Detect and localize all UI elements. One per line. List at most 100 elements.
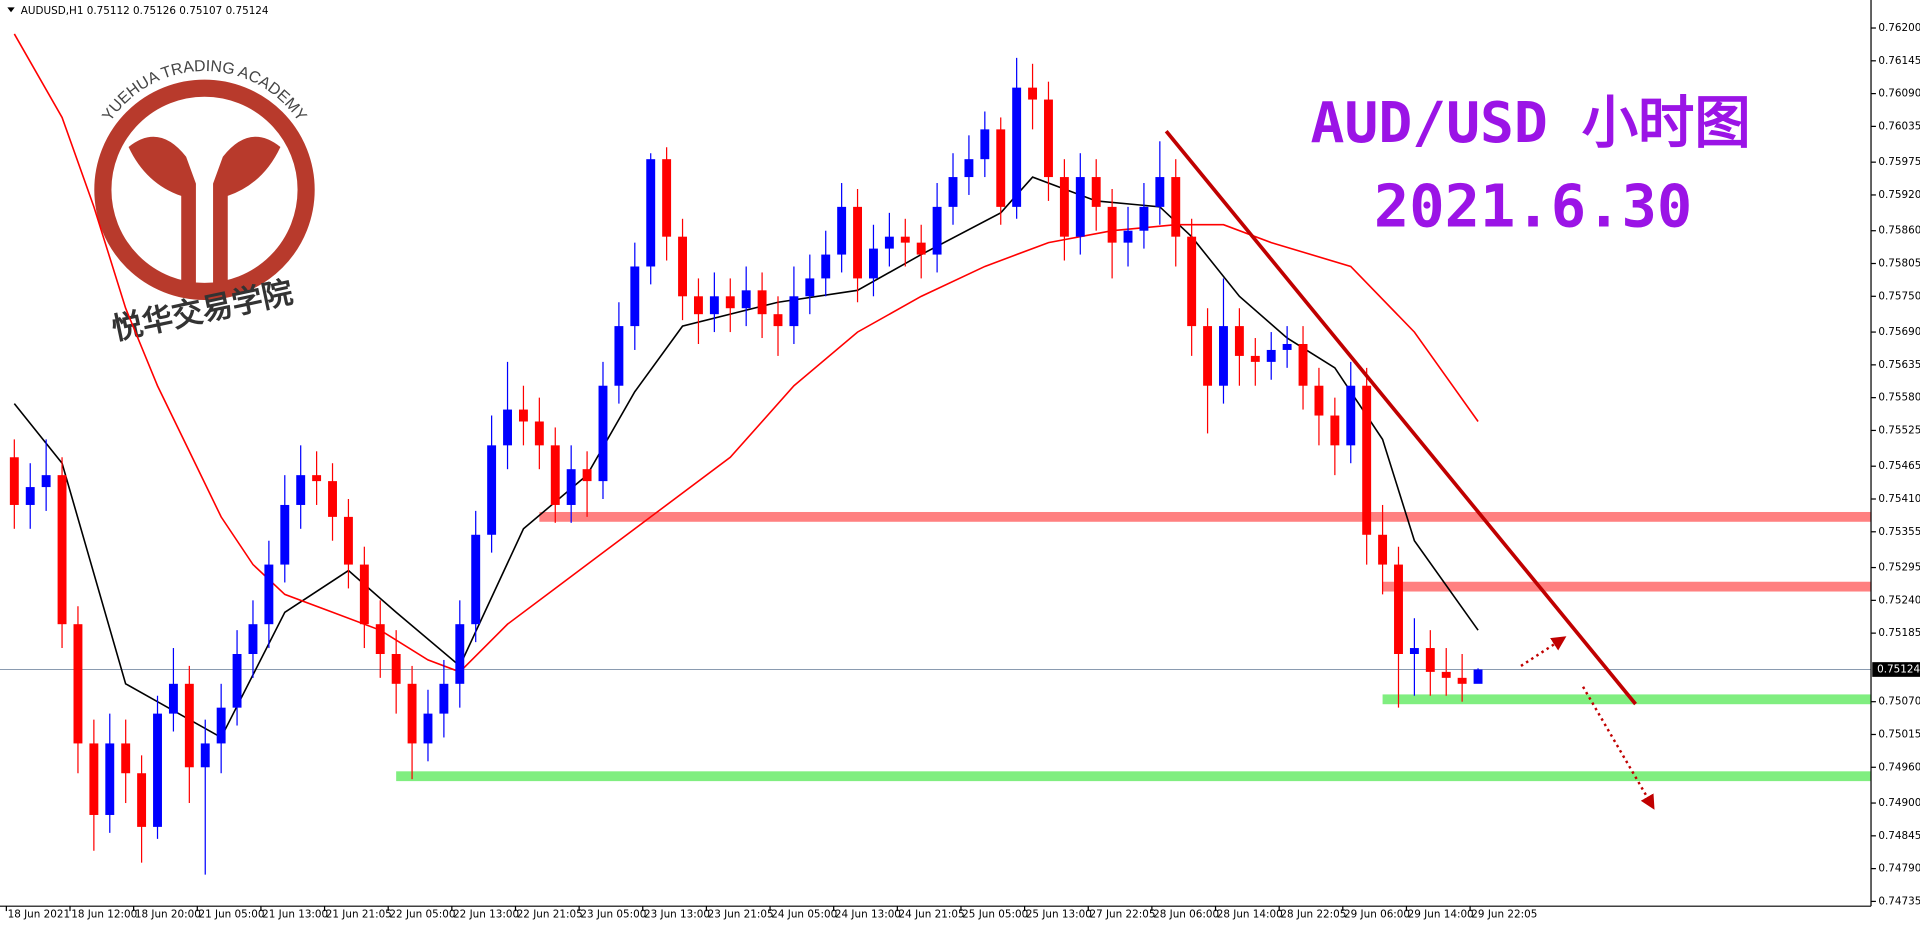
- y-tick-label: 0.75295: [1878, 562, 1920, 574]
- candle-body: [359, 564, 369, 625]
- y-tick-label: 0.74960: [1878, 761, 1920, 773]
- candle-body: [343, 516, 353, 565]
- candle-body: [1441, 671, 1451, 678]
- candle-body: [1203, 326, 1213, 386]
- y-tick-label: 0.75580: [1878, 392, 1920, 404]
- candle-body: [518, 409, 528, 422]
- y-tick-label: 0.75975: [1878, 156, 1920, 168]
- chart-subtitle: 2021.6.30: [1374, 172, 1692, 241]
- y-tick-label: 0.74735: [1878, 895, 1920, 907]
- candle-body: [916, 242, 926, 255]
- candle-body: [487, 445, 497, 535]
- candle-body: [1012, 87, 1022, 207]
- candle-body: [550, 445, 560, 505]
- candle-body: [1044, 99, 1053, 178]
- x-tick-label: 18 Jun 12:00: [71, 909, 137, 921]
- candle-body: [869, 248, 878, 279]
- candle-body: [614, 326, 624, 386]
- y-tick-label: 0.75410: [1878, 493, 1920, 505]
- candle-body: [105, 743, 115, 815]
- menu-triangle[interactable]: [7, 7, 15, 13]
- y-tick-label: 0.75015: [1878, 728, 1920, 740]
- x-tick-label: 28 Jun 14:00: [1217, 909, 1283, 921]
- y-tick-label: 0.75690: [1878, 326, 1920, 338]
- candle-body: [805, 278, 815, 297]
- candle-body: [757, 290, 767, 315]
- x-tick-label: 22 Jun 21:05: [517, 909, 583, 921]
- candle-body: [662, 159, 672, 237]
- candle-body: [1425, 648, 1435, 672]
- y-tick-label: 0.75525: [1878, 424, 1920, 436]
- y-tick-label: 0.76200: [1878, 22, 1920, 34]
- y-tick-label: 0.75465: [1878, 460, 1920, 472]
- candle-body: [598, 385, 608, 482]
- candle-body: [646, 159, 656, 267]
- candle-body: [375, 624, 385, 655]
- y-tick-label: 0.75070: [1878, 696, 1920, 708]
- x-tick-label: 28 Jun 06:00: [1153, 909, 1219, 921]
- price-zone: [396, 771, 1872, 782]
- chart-title: AUD/USD 小时图: [1311, 91, 1751, 156]
- candle-body: [168, 683, 178, 714]
- candle-body: [1059, 177, 1069, 237]
- x-tick-label: 24 Jun 05:00: [771, 909, 837, 921]
- x-tick-label: 24 Jun 13:00: [835, 909, 901, 921]
- candle-body: [232, 654, 242, 708]
- moving-average: [13, 33, 1479, 673]
- candle-body: [1139, 206, 1149, 231]
- candle-body: [678, 236, 687, 297]
- candle-body: [153, 713, 162, 827]
- candle-body: [1378, 534, 1388, 565]
- candle-body: [439, 683, 449, 714]
- candle-body: [216, 707, 226, 744]
- price-zone: [539, 511, 1872, 522]
- y-tick-label: 0.75860: [1878, 225, 1920, 237]
- candle-body: [1028, 87, 1038, 100]
- x-tick-label: 22 Jun 13:00: [453, 909, 519, 921]
- y-tick-label: 0.75240: [1878, 594, 1920, 606]
- x-tick-label: 25 Jun 13:00: [1026, 909, 1092, 921]
- candle-body: [1394, 564, 1403, 655]
- candle-body: [296, 475, 306, 505]
- x-tick-label: 27 Jun 22:05: [1089, 909, 1155, 921]
- candle-body: [964, 159, 974, 178]
- symbol-header: AUDUSD,H1 0.75112 0.75126 0.75107 0.7512…: [21, 5, 269, 17]
- x-tick-label: 23 Jun 21:05: [708, 909, 774, 921]
- candle-body: [1314, 385, 1324, 416]
- candle-body: [407, 683, 417, 744]
- candle-body: [248, 624, 258, 655]
- candle-body: [312, 475, 322, 482]
- candle-body: [503, 409, 512, 446]
- candle-body: [1155, 177, 1165, 207]
- candle-body: [948, 177, 958, 207]
- candle-body: [73, 624, 83, 744]
- candle-body: [1298, 343, 1308, 386]
- candle-body: [900, 236, 910, 243]
- x-tick-label: 21 Jun 13:00: [262, 909, 328, 921]
- x-tick-label: 25 Jun 05:00: [962, 909, 1028, 921]
- x-tick-label: 29 Jun 06:00: [1344, 909, 1410, 921]
- x-tick-label: 22 Jun 05:00: [389, 909, 455, 921]
- candle-body: [280, 504, 290, 565]
- y-tick-label: 0.75355: [1878, 526, 1920, 538]
- x-tick-label: 29 Jun 22:05: [1471, 909, 1537, 921]
- candle-body: [1457, 677, 1467, 684]
- candle-body: [1282, 343, 1292, 350]
- x-tick-label: 29 Jun 14:00: [1408, 909, 1474, 921]
- candle-body: [693, 296, 703, 315]
- y-tick-label: 0.74845: [1878, 830, 1920, 842]
- candle-body: [1234, 326, 1244, 356]
- last-price-label: 0.75124: [1877, 664, 1920, 676]
- candle-body: [884, 236, 894, 249]
- candle-body: [789, 296, 799, 327]
- candle-body: [25, 487, 35, 505]
- plot-area: [0, 33, 1872, 875]
- candle-body: [1409, 648, 1419, 655]
- candle-body: [9, 457, 19, 505]
- candle-body: [932, 206, 942, 255]
- y-tick-label: 0.75635: [1878, 359, 1920, 371]
- candle-body: [725, 296, 735, 309]
- candle-body: [630, 266, 640, 327]
- candle-body: [996, 129, 1006, 207]
